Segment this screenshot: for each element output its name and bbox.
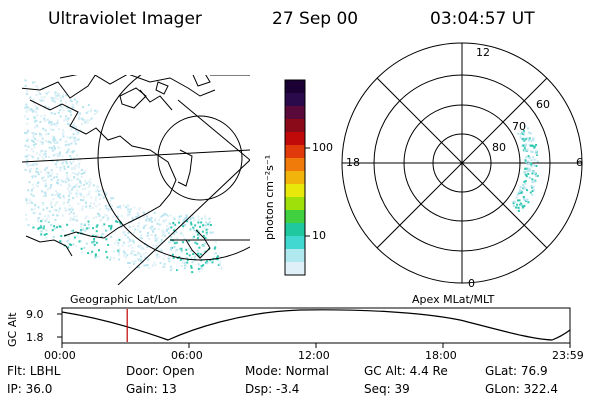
colorbar-tick-100: 100 bbox=[312, 141, 333, 154]
timeline-ytick-bottom: 1.8 bbox=[26, 331, 44, 344]
mlt-label-0: 0 bbox=[468, 277, 475, 290]
timeline-xtick-2359: 23:59 bbox=[552, 349, 584, 362]
info-mode: Mode: Normal bbox=[245, 364, 329, 378]
mlt-label-12: 12 bbox=[476, 46, 490, 59]
time-readout: 03:04:57 UT bbox=[430, 9, 535, 29]
timeline-ylabel: GC Alt bbox=[6, 312, 19, 347]
mlat-label-60: 60 bbox=[536, 98, 550, 111]
mlt-label-6: 6 bbox=[576, 156, 583, 169]
timeline-xtick-1800: 18:00 bbox=[425, 349, 457, 362]
right-panel-caption: Apex MLat/MLT bbox=[412, 293, 495, 306]
mlat-label-80: 80 bbox=[492, 141, 506, 154]
aurora-emission bbox=[24, 79, 223, 274]
info-door: Door: Open bbox=[126, 364, 195, 378]
timeline-ytick-top: 9.0 bbox=[26, 308, 44, 321]
timeline-xtick-1200: 12:00 bbox=[298, 349, 330, 362]
info-ip: IP: 36.0 bbox=[7, 382, 53, 396]
colorbar bbox=[284, 79, 310, 276]
mlat-label-70: 70 bbox=[512, 120, 526, 133]
colorbar-tick-10: 10 bbox=[312, 229, 326, 242]
date-readout: 27 Sep 00 bbox=[272, 9, 359, 29]
altitude-timeline bbox=[57, 307, 571, 348]
info-dsp: Dsp: -3.4 bbox=[245, 382, 300, 396]
info-gc-alt: GC Alt: 4.4 Re bbox=[364, 364, 448, 378]
polar-plot bbox=[341, 42, 583, 284]
geographic-map bbox=[22, 75, 250, 285]
app-title: Ultraviolet Imager bbox=[48, 9, 202, 29]
info-glat: GLat: 76.9 bbox=[485, 364, 548, 378]
info-flt: Flt: LBHL bbox=[7, 364, 61, 378]
timeline-xtick-0000: 00:00 bbox=[44, 349, 76, 362]
left-panel-caption: Geographic Lat/Lon bbox=[70, 293, 178, 306]
timeline-xtick-0600: 06:00 bbox=[171, 349, 203, 362]
mlt-label-18: 18 bbox=[346, 156, 360, 169]
info-seq: Seq: 39 bbox=[364, 382, 410, 396]
polar-aurora-emission bbox=[512, 125, 539, 212]
info-glon: GLon: 322.4 bbox=[485, 382, 558, 396]
info-gain: Gain: 13 bbox=[126, 382, 177, 396]
colorbar-unit-label: photon cm⁻²s⁻¹ bbox=[263, 154, 276, 240]
